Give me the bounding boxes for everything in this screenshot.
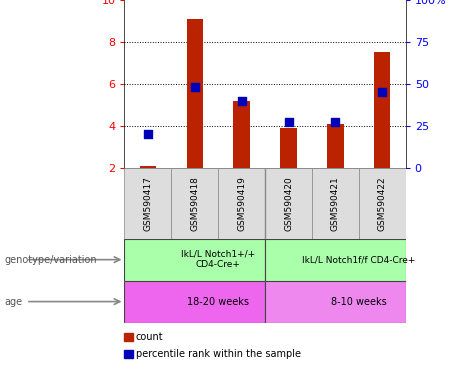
Text: percentile rank within the sample: percentile rank within the sample (136, 349, 301, 359)
Bar (124, 168, 171, 239)
Point (378, 89, 386, 95)
Point (238, 98, 245, 104)
Text: IkL/L Notch1+/+
CD4-Cre+: IkL/L Notch1+/+ CD4-Cre+ (181, 250, 255, 269)
Text: IkL/L Notch1f/f CD4-Cre+: IkL/L Notch1f/f CD4-Cre+ (302, 255, 415, 264)
Bar (374, 53, 390, 168)
Text: count: count (136, 332, 164, 342)
Point (191, 84, 198, 90)
Text: GSM590422: GSM590422 (378, 176, 387, 230)
Bar (280, 128, 297, 168)
Bar (218, 168, 265, 239)
Bar (233, 101, 250, 168)
Bar (124, 239, 265, 281)
Text: GSM590418: GSM590418 (190, 176, 199, 231)
Text: GSM590419: GSM590419 (237, 176, 246, 231)
Bar (265, 281, 406, 323)
Bar (124, 281, 265, 323)
Text: genotype/variation: genotype/variation (5, 255, 97, 265)
Bar (359, 168, 406, 239)
Bar (265, 239, 406, 281)
Text: 8-10 weeks: 8-10 weeks (331, 296, 387, 306)
Text: GSM590417: GSM590417 (143, 176, 153, 231)
Text: GSM590420: GSM590420 (284, 176, 293, 230)
Point (285, 119, 292, 126)
Bar (265, 168, 312, 239)
Point (332, 119, 339, 126)
Bar (140, 166, 156, 168)
Bar (327, 124, 343, 168)
Point (144, 131, 152, 137)
Text: age: age (5, 296, 23, 306)
Bar (312, 168, 359, 239)
Text: 18-20 weeks: 18-20 weeks (187, 296, 249, 306)
Bar (171, 168, 218, 239)
Text: GSM590421: GSM590421 (331, 176, 340, 230)
Bar (187, 19, 203, 168)
